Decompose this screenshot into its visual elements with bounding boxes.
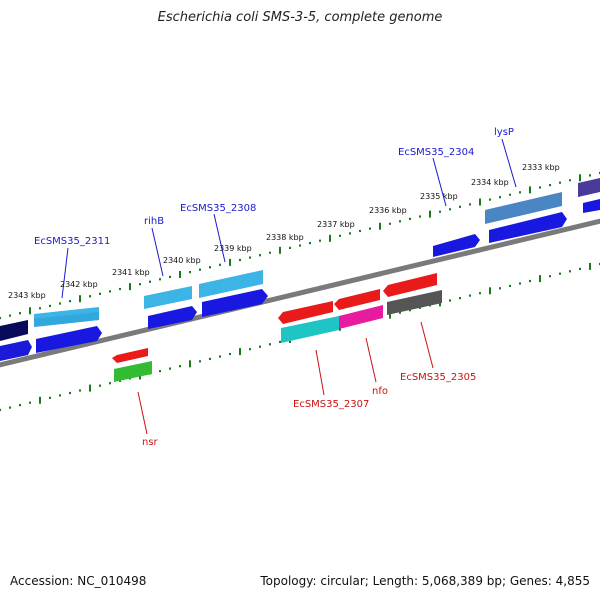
- gene-block: [383, 273, 437, 297]
- gene-label-ecsms35-2305: EcSMS35_2305: [400, 372, 476, 383]
- upper-tick-track: [0, 171, 600, 320]
- gene-block: [202, 289, 268, 317]
- connector-line: [151, 227, 164, 277]
- gene-block: [334, 289, 380, 310]
- gene-block: [34, 312, 99, 327]
- gene-block: [199, 270, 263, 298]
- gene-block: [339, 305, 383, 329]
- connector-line: [137, 391, 148, 435]
- gene-label-nfo: nfo: [372, 386, 388, 397]
- gene-block: [0, 340, 32, 361]
- gene-block: [578, 178, 600, 197]
- gene-block: [278, 301, 333, 324]
- accession-text: Accession: NC_010498: [10, 574, 147, 588]
- topology-text: Topology: circular; Length: 5,068,389 bp…: [260, 574, 590, 588]
- scale-label: 2333 kbp: [522, 163, 560, 172]
- connector-line: [213, 213, 226, 263]
- gene-label-nsr: nsr: [142, 437, 159, 448]
- map-title: Escherichia coli SMS-3-5, complete genom…: [157, 10, 443, 25]
- connector-line: [315, 349, 325, 396]
- scale-label: 2341 kbp: [112, 268, 150, 277]
- gene-block: [433, 234, 480, 257]
- gene-block: [281, 316, 339, 343]
- gene-label-ecsms35-2307: EcSMS35_2307: [293, 399, 369, 410]
- gene-features: [0, 178, 600, 361]
- scale-label: 2335 kbp: [420, 192, 458, 201]
- gene-block: [36, 326, 102, 353]
- gene-block: [485, 192, 562, 224]
- scale-label: 2338 kbp: [266, 233, 304, 242]
- gene-label-ecsms35-2304: EcSMS35_2304: [398, 147, 474, 158]
- scale-label: 2337 kbp: [317, 220, 355, 229]
- gene-block: [583, 199, 600, 213]
- scale-labels: 2343 kbp 2342 kbp 2341 kbp 2340 kbp 2339…: [8, 163, 560, 300]
- connector-line: [61, 247, 69, 299]
- gene-block: [148, 306, 197, 329]
- label-connectors: [61, 138, 517, 435]
- scale-label: 2334 kbp: [471, 178, 509, 187]
- scale-label: 2339 kbp: [214, 244, 252, 253]
- scale-label: 2343 kbp: [8, 291, 46, 300]
- connector-line: [501, 138, 517, 188]
- gene-label-rihb: rihB: [144, 216, 164, 227]
- scale-label: 2342 kbp: [60, 280, 98, 289]
- genome-backbone: [0, 218, 600, 368]
- gene-label-lysp: lysP: [494, 127, 514, 138]
- gene-label-ecsms35-2308: EcSMS35_2308: [180, 203, 256, 214]
- gene-block: [114, 361, 152, 382]
- gene-block: [144, 286, 192, 309]
- connector-line: [432, 157, 447, 207]
- gene-label-ecsms35-2311: EcSMS35_2311: [34, 236, 110, 247]
- connector-line: [420, 321, 434, 369]
- connector-line: [365, 337, 377, 383]
- scale-label: 2340 kbp: [163, 256, 201, 265]
- gene-block: [112, 348, 148, 363]
- gene-block: [0, 320, 28, 341]
- gene-labels: EcSMS35_2311 rihB EcSMS35_2308 EcSMS35_2…: [34, 127, 514, 448]
- gene-block: [387, 290, 442, 315]
- scale-label: 2336 kbp: [369, 206, 407, 215]
- gene-features-lower: [112, 273, 442, 382]
- gene-block: [489, 212, 567, 243]
